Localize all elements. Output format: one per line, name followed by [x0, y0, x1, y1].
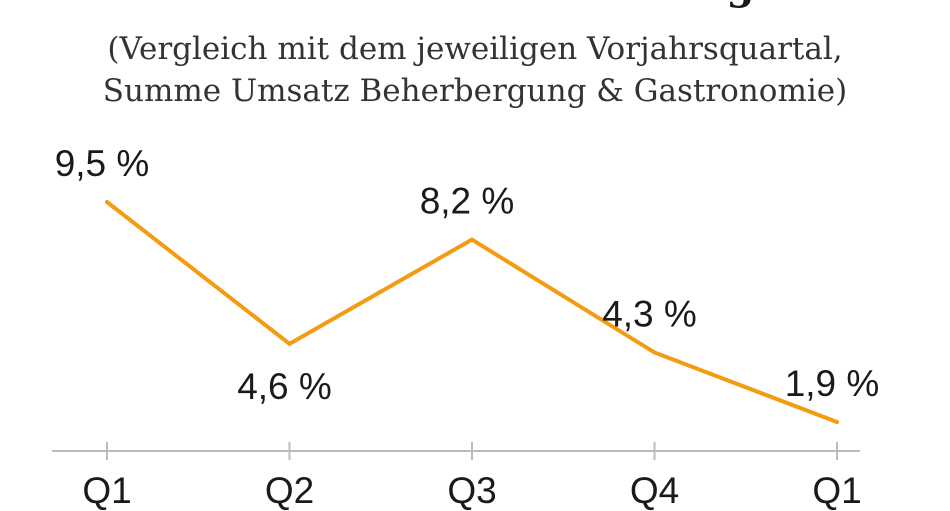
data-point — [470, 237, 474, 242]
chart-title: Umsatz-Wachstum seit Anfang 2018 — [0, 0, 950, 8]
data-label: 4,3 % — [602, 294, 697, 335]
data-point — [652, 350, 657, 355]
x-tick-label: Q2 — [265, 470, 314, 511]
series-line — [105, 200, 839, 424]
data-label: 9,5 % — [55, 143, 150, 184]
x-tick-label: Q4 — [630, 470, 679, 511]
series-layer — [105, 200, 839, 424]
data-label: 4,6 % — [237, 366, 332, 407]
subtitle-line-2: Summe Umsatz Beherbergung & Gastronomie) — [102, 73, 848, 109]
data-point — [287, 341, 292, 346]
x-tick-label: Q3 — [447, 470, 496, 511]
x-tick-label: Q1 — [82, 470, 131, 511]
data-point — [105, 200, 109, 204]
x-tick-labels: Q1 Q2 Q3 Q4 Q1 — [82, 470, 861, 511]
data-label: 8,2 % — [420, 181, 515, 222]
x-axis — [52, 442, 860, 460]
data-labels: 9,5 % 4,6 % 8,2 % 4,3 % 1,9 % — [55, 143, 880, 407]
subtitle-line-1: (Vergleich mit dem jeweiligen Vorjahrsqu… — [107, 31, 843, 67]
data-point — [835, 420, 839, 424]
x-tick-label: Q1 — [812, 470, 861, 511]
chart-subtitle: (Vergleich mit dem jeweiligen Vorjahrsqu… — [0, 28, 950, 112]
data-label: 1,9 % — [785, 363, 880, 404]
